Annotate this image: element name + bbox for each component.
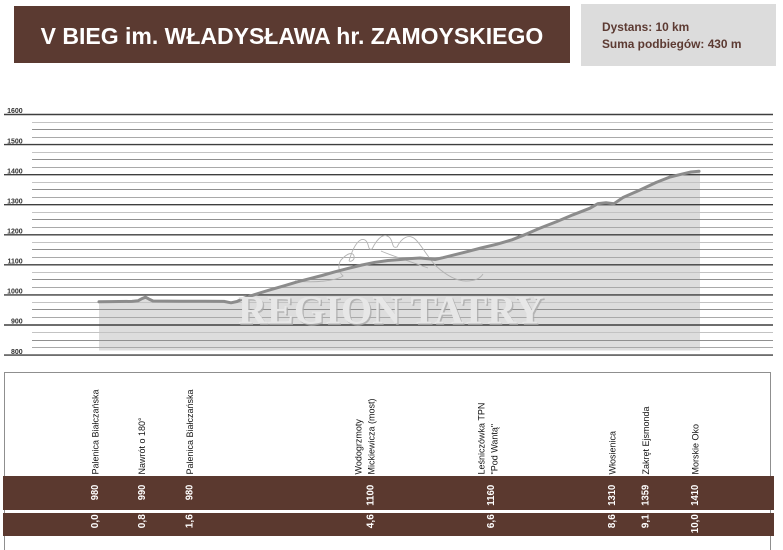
svg-text:1300: 1300 (7, 198, 23, 205)
svg-text:9,1: 9,1 (641, 514, 652, 528)
svg-text:900: 900 (11, 319, 23, 326)
svg-text:1600: 1600 (7, 108, 23, 115)
svg-text:990: 990 (137, 484, 148, 500)
svg-text:1410: 1410 (690, 484, 701, 505)
svg-text:6,6: 6,6 (486, 514, 497, 528)
svg-text:1,6: 1,6 (185, 514, 196, 528)
svg-text:0,8: 0,8 (137, 514, 148, 528)
svg-text:Palenica Białczańska: Palenica Białczańska (185, 389, 195, 474)
svg-text:4,6: 4,6 (365, 514, 376, 528)
svg-text:8,6: 8,6 (607, 514, 618, 528)
svg-text:1000: 1000 (7, 289, 23, 296)
svg-text:Wodogrzmoty: Wodogrzmoty (354, 419, 364, 475)
svg-text:1310: 1310 (607, 484, 618, 505)
svg-text:REGION TATRY: REGION TATRY (238, 288, 544, 333)
svg-text:1100: 1100 (8, 259, 23, 266)
svg-text:800: 800 (11, 349, 23, 356)
svg-text:980: 980 (185, 484, 196, 500)
svg-text:Leśniczówka TPN: Leśniczówka TPN (477, 403, 487, 475)
svg-text:1359: 1359 (641, 484, 652, 505)
svg-text:1100: 1100 (365, 484, 376, 505)
svg-text:Zakręt Ejsmonda: Zakręt Ejsmonda (641, 406, 651, 474)
svg-text:Morskie Oko: Morskie Oko (691, 424, 701, 475)
svg-text:10,0: 10,0 (690, 514, 701, 533)
svg-text:1200: 1200 (7, 228, 23, 235)
svg-text:980: 980 (90, 484, 101, 500)
svg-text:1160: 1160 (486, 484, 497, 505)
svg-text:0,0: 0,0 (90, 514, 101, 528)
svg-text:REGION TATRY: REGION TATRY (239, 289, 545, 334)
svg-text:Palenica Białczańska: Palenica Białczańska (90, 389, 100, 474)
svg-text:Mickiewicza (most): Mickiewicza (most) (367, 398, 377, 474)
svg-text:Nawrót o 180°: Nawrót o 180° (137, 417, 147, 475)
svg-text:Włosienica: Włosienica (607, 431, 617, 475)
svg-text:"Pod Wantą": "Pod Wantą" (490, 424, 500, 475)
svg-text:1500: 1500 (7, 138, 23, 145)
svg-text:1400: 1400 (7, 168, 23, 175)
